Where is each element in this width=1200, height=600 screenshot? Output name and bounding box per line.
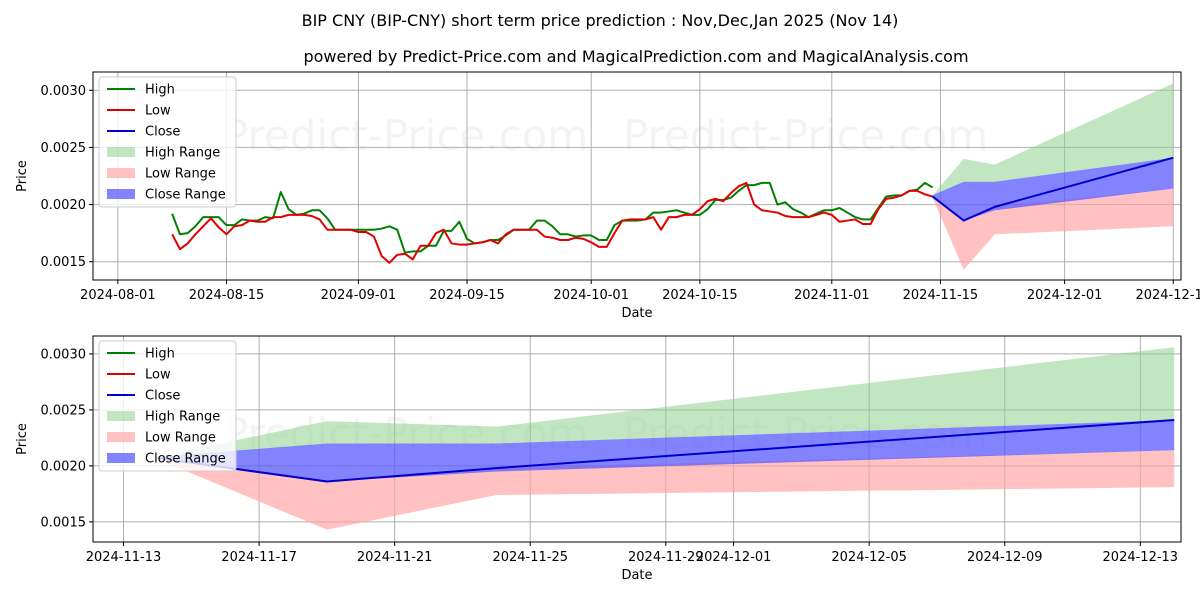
x-tick-label: 2024-11-29: [628, 550, 704, 565]
legend-swatch-close-range: [107, 453, 135, 463]
x-tick-label: 2024-11-25: [492, 550, 568, 565]
y-tick-label: 0.0020: [41, 198, 87, 213]
legend-label: High: [145, 347, 175, 362]
watermark-text: Predict-Price.com: [623, 111, 988, 160]
watermark-text: Predict-Price.com: [223, 111, 588, 160]
legend-label: Close Range: [145, 452, 226, 467]
series-high-range-band: [932, 83, 1174, 197]
series-high-line: [171, 181, 934, 254]
x-axis-label: Date: [621, 568, 652, 583]
legend-swatch-close-range: [107, 189, 135, 199]
legend-label: Close: [145, 125, 180, 140]
legend-swatch-high-range: [107, 147, 135, 157]
y-tick-label: 0.0030: [41, 347, 87, 362]
x-tick-label: 2024-10-01: [553, 288, 629, 303]
legend-label: Close: [145, 389, 180, 404]
x-tick-label: 2024-12-15: [1135, 288, 1200, 303]
x-tick-label: 2024-11-01: [794, 288, 870, 303]
x-tick-label: 2024-12-13: [1103, 550, 1179, 565]
x-tick-label: 2024-12-01: [696, 550, 772, 565]
series-close-line: [157, 418, 1175, 483]
y-tick-label: 0.0015: [41, 515, 87, 530]
x-tick-label: 2024-11-21: [357, 550, 433, 565]
legend-label: High: [145, 83, 175, 98]
legend-label: Low Range: [145, 167, 216, 182]
legend-swatch-low-range: [107, 432, 135, 442]
series-close-line: [932, 156, 1174, 222]
y-tick-label: 0.0025: [41, 141, 87, 156]
x-axis-label: Date: [621, 306, 652, 321]
x-tick-label: 2024-12-01: [1027, 288, 1103, 303]
x-tick-label: 2024-09-01: [321, 288, 397, 303]
series-close-range-band: [157, 419, 1175, 482]
x-tick-label: 2024-12-05: [831, 550, 907, 565]
y-tick-label: 0.0015: [41, 255, 87, 270]
x-tick-label: 2024-11-17: [221, 550, 297, 565]
legend-label: Close Range: [145, 188, 226, 203]
chart-subtitle: powered by Predict-Price.com and Magical…: [303, 47, 968, 66]
y-axis-label: Price: [15, 423, 30, 455]
series-high-range-band: [157, 347, 1175, 459]
legend-label: High Range: [145, 146, 220, 161]
x-tick-label: 2024-12-09: [967, 550, 1043, 565]
panel-forecast: Predict-Price.comPredict-Price.com2024-1…: [15, 335, 1182, 583]
x-tick-label: 2024-10-15: [662, 288, 738, 303]
series-low-line: [171, 181, 933, 264]
y-tick-label: 0.0020: [41, 459, 87, 474]
x-tick-label: 2024-11-13: [86, 550, 162, 565]
legend-label: Low: [145, 368, 171, 383]
chart-title: BIP CNY (BIP-CNY) short term price predi…: [302, 11, 899, 30]
x-tick-label: 2024-08-01: [80, 288, 156, 303]
x-tick-label: 2024-08-15: [189, 288, 265, 303]
x-tick-label: 2024-11-15: [903, 288, 979, 303]
legend-swatch-high-range: [107, 411, 135, 421]
plot-frame: [92, 71, 1182, 281]
series-low-range-band: [157, 450, 1175, 530]
x-tick-label: 2024-09-15: [429, 288, 505, 303]
legend-label: High Range: [145, 410, 220, 425]
y-tick-label: 0.0025: [41, 403, 87, 418]
plot-frame: [92, 335, 1182, 543]
y-axis-label: Price: [15, 160, 30, 192]
legend-label: Low: [145, 104, 171, 119]
legend-swatch-low-range: [107, 168, 135, 178]
panel-history: Predict-Price.com Predict-Price.com 2024-0…: [15, 71, 1200, 321]
y-tick-label: 0.0030: [41, 84, 87, 99]
legend-label: Low Range: [145, 431, 216, 446]
